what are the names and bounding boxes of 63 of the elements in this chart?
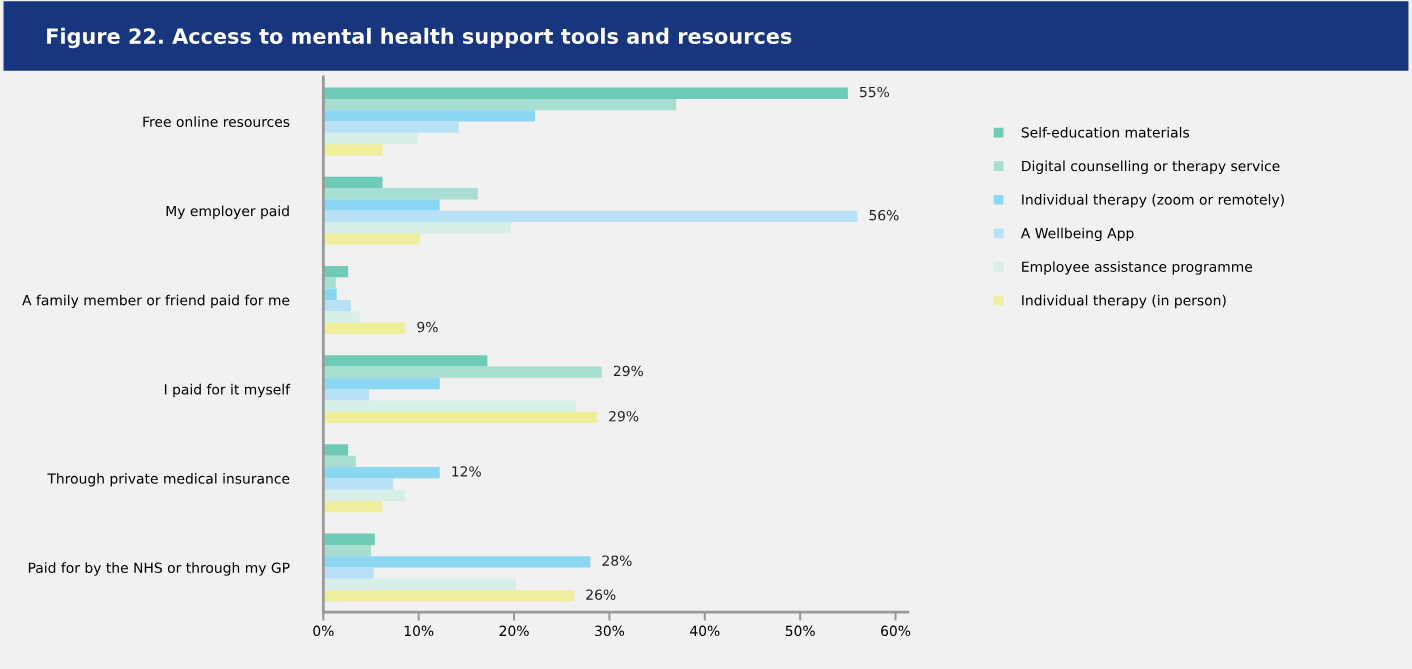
bar [323, 411, 598, 424]
x-tick-label: 20% [499, 625, 529, 637]
x-tick-label: 30% [595, 625, 625, 637]
y-tick-label: Through private medical insurance [47, 473, 290, 487]
legend-label: Individual therapy (zoom or remotely) [1022, 194, 1284, 208]
bar [323, 455, 356, 468]
bar [323, 444, 349, 456]
y-tick-label: A family member or friend paid for me [22, 294, 290, 309]
legend-label: Employee assistance programme [1022, 261, 1253, 275]
legend-label: Self-education materials [1021, 126, 1190, 138]
bar [323, 355, 488, 367]
bar [323, 210, 858, 223]
legend-label: Digital counselling or therapy service [1022, 160, 1280, 174]
bar [323, 277, 336, 289]
chart-title: Figure 22. Access to mental health support tools and resources [47, 27, 792, 49]
bar [323, 377, 440, 390]
bar [323, 533, 375, 545]
data-label: 29% [613, 365, 644, 377]
x-tick-label: 10% [404, 625, 434, 637]
data-label: 12% [452, 466, 481, 477]
bar [323, 489, 406, 501]
bar [323, 98, 677, 111]
bar [323, 567, 374, 579]
bar [323, 500, 383, 513]
bar [323, 121, 459, 133]
x-tick-label: 50% [785, 625, 815, 637]
legend-label: Individual therapy (in person) [1022, 294, 1226, 309]
data-label: 9% [417, 321, 438, 333]
x-tick-label: 60% [881, 625, 911, 637]
bar [323, 322, 406, 334]
bar [323, 132, 418, 145]
bar [323, 222, 512, 234]
bar [323, 265, 349, 278]
y-tick-label: My employer paid [166, 205, 289, 219]
data-label: 29% [609, 410, 639, 422]
bar [323, 199, 440, 211]
y-tick-label: Free online resources [143, 116, 290, 128]
bar [323, 188, 478, 200]
bar [323, 467, 440, 479]
bar [323, 400, 577, 412]
bar [323, 478, 393, 490]
legend-label: A Wellbeing App [1020, 227, 1134, 242]
y-tick-label: I paid for it myself [164, 383, 291, 398]
x-tick-label: 0% [313, 625, 334, 637]
bar [323, 233, 420, 245]
bar [323, 87, 848, 99]
data-label: 55% [860, 86, 890, 98]
data-label: 28% [602, 555, 632, 566]
bar [323, 144, 383, 156]
bar [323, 176, 383, 189]
bar [323, 389, 370, 401]
bar [323, 110, 536, 122]
bar [323, 366, 602, 378]
x-tick-label: 40% [690, 625, 720, 637]
data-label: 56% [869, 209, 899, 221]
bar [323, 544, 372, 557]
data-label: 26% [586, 589, 616, 600]
bar [323, 578, 516, 591]
bar [323, 590, 575, 602]
bar [323, 311, 360, 323]
y-tick-label: Paid for by the NHS or through my GP [28, 562, 290, 576]
bar [323, 556, 591, 568]
bar [323, 299, 351, 312]
